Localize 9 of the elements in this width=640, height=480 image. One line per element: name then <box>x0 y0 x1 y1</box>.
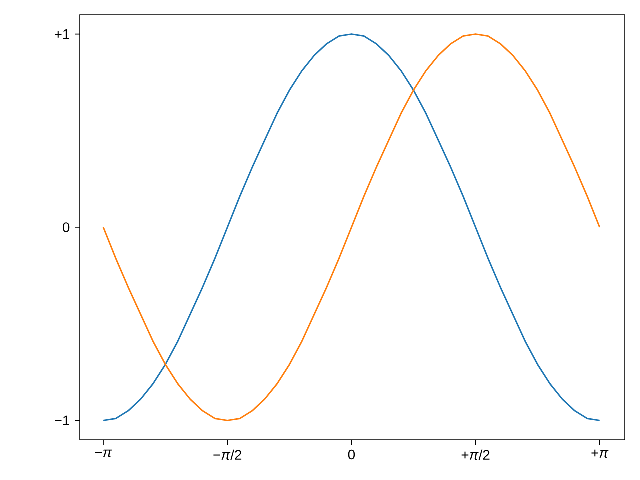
x-tick-label: +π <box>592 450 609 458</box>
line-series <box>102 34 601 422</box>
x-tick-label: +π/2 <box>462 450 490 460</box>
y-tick-label: −1 <box>55 416 70 426</box>
x-tick-label: 0 <box>348 450 356 460</box>
y-tick-label: +1 <box>54 30 70 40</box>
y-tick-label: 0 <box>62 222 70 232</box>
x-tick-label: −π/2 <box>214 450 242 460</box>
x-tick-label: −π <box>95 450 112 458</box>
